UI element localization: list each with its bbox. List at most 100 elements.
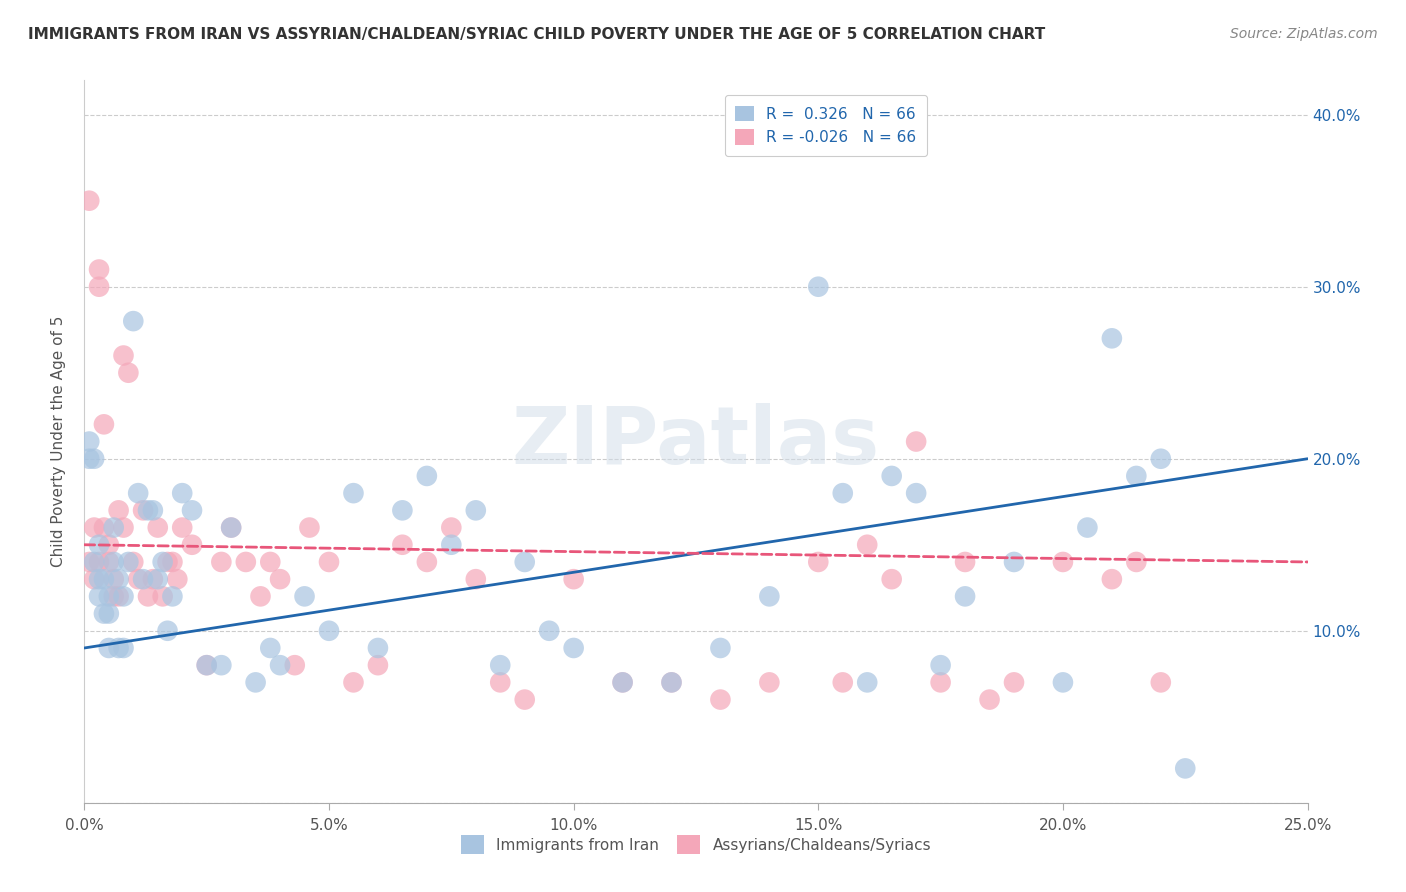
Point xyxy=(136,503,159,517)
Point xyxy=(979,692,1001,706)
Point xyxy=(152,590,174,604)
Point xyxy=(562,640,585,655)
Y-axis label: Child Poverty Under the Age of 5: Child Poverty Under the Age of 5 xyxy=(51,316,66,567)
Point xyxy=(87,279,110,293)
Point xyxy=(156,624,179,638)
Point xyxy=(93,520,115,534)
Point xyxy=(661,675,683,690)
Point xyxy=(117,555,139,569)
Point xyxy=(259,640,281,655)
Point xyxy=(856,675,879,690)
Point xyxy=(112,590,135,604)
Point xyxy=(77,194,100,208)
Point xyxy=(294,590,316,604)
Point xyxy=(172,486,194,500)
Point xyxy=(152,555,174,569)
Point xyxy=(142,572,165,586)
Point xyxy=(1002,555,1025,569)
Point xyxy=(219,520,242,534)
Point xyxy=(391,538,413,552)
Point xyxy=(132,572,155,586)
Point xyxy=(612,675,634,690)
Point xyxy=(181,538,204,552)
Point xyxy=(489,675,512,690)
Point xyxy=(107,572,129,586)
Point xyxy=(132,503,155,517)
Point xyxy=(269,658,291,673)
Point xyxy=(342,486,364,500)
Point xyxy=(146,572,169,586)
Point xyxy=(1101,572,1123,586)
Point xyxy=(103,520,125,534)
Point xyxy=(172,520,194,534)
Point xyxy=(929,658,952,673)
Point xyxy=(166,572,188,586)
Point xyxy=(87,262,110,277)
Point xyxy=(953,555,976,569)
Point xyxy=(367,640,389,655)
Point xyxy=(1052,555,1074,569)
Point xyxy=(93,417,115,432)
Point xyxy=(103,555,125,569)
Point xyxy=(219,520,242,534)
Point xyxy=(142,503,165,517)
Point xyxy=(929,675,952,690)
Point xyxy=(107,640,129,655)
Point xyxy=(162,555,184,569)
Point xyxy=(107,590,129,604)
Point xyxy=(87,572,110,586)
Point xyxy=(107,503,129,517)
Point xyxy=(1002,675,1025,690)
Point xyxy=(83,451,105,466)
Point xyxy=(1052,675,1074,690)
Point xyxy=(249,590,271,604)
Point xyxy=(122,555,145,569)
Point xyxy=(513,555,536,569)
Point xyxy=(122,314,145,328)
Point xyxy=(1125,555,1147,569)
Point xyxy=(269,572,291,586)
Point xyxy=(117,366,139,380)
Point xyxy=(181,503,204,517)
Point xyxy=(1076,520,1098,534)
Point xyxy=(440,520,463,534)
Point xyxy=(416,469,439,483)
Point xyxy=(709,692,731,706)
Point xyxy=(562,572,585,586)
Point xyxy=(77,451,100,466)
Text: ZIPatlas: ZIPatlas xyxy=(512,402,880,481)
Point xyxy=(97,640,120,655)
Point xyxy=(612,675,634,690)
Point xyxy=(93,607,115,621)
Point xyxy=(905,486,928,500)
Point xyxy=(416,555,439,569)
Point xyxy=(97,538,120,552)
Point xyxy=(127,572,149,586)
Point xyxy=(831,486,853,500)
Point xyxy=(235,555,257,569)
Point xyxy=(856,538,879,552)
Point xyxy=(1150,675,1173,690)
Point xyxy=(758,675,780,690)
Point xyxy=(807,555,830,569)
Point xyxy=(953,590,976,604)
Point xyxy=(97,555,120,569)
Point xyxy=(112,349,135,363)
Point xyxy=(77,434,100,449)
Point xyxy=(136,590,159,604)
Point xyxy=(318,555,340,569)
Point xyxy=(880,572,903,586)
Point xyxy=(195,658,218,673)
Point xyxy=(146,520,169,534)
Point xyxy=(259,555,281,569)
Point xyxy=(83,572,105,586)
Point xyxy=(1150,451,1173,466)
Point xyxy=(905,434,928,449)
Point xyxy=(1174,761,1197,775)
Point xyxy=(245,675,267,690)
Point xyxy=(391,503,413,517)
Point xyxy=(87,590,110,604)
Point xyxy=(127,486,149,500)
Point xyxy=(93,572,115,586)
Point xyxy=(367,658,389,673)
